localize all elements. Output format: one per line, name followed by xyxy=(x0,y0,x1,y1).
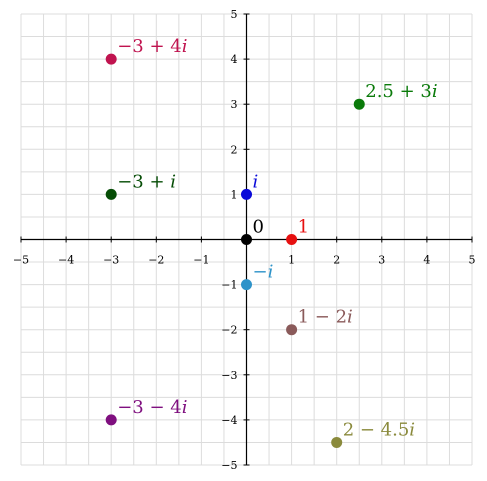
data-point xyxy=(241,234,252,245)
data-point xyxy=(105,53,117,65)
data-points xyxy=(105,53,365,448)
x-tick-label: −1 xyxy=(193,254,209,267)
data-label: 2.5 + 3i xyxy=(365,81,437,102)
data-label: 1 − 2i xyxy=(298,307,353,328)
y-tick-label: −3 xyxy=(221,369,237,382)
y-tick-label: −5 xyxy=(221,459,237,472)
data-labels: −3 + 4i 2.5 + 3i −3 + i i 0 1 −i 1 − 2i −3 − 4i 2… xyxy=(117,36,437,440)
data-point xyxy=(105,414,117,426)
x-tick-label: 4 xyxy=(423,254,430,267)
x-tick-label: −2 xyxy=(148,254,164,267)
data-point xyxy=(241,188,252,200)
y-tick-label: −2 xyxy=(221,324,237,337)
data-label: i xyxy=(253,171,259,192)
data-label: −i xyxy=(253,262,274,283)
y-tick-label: 4 xyxy=(231,53,238,66)
y-tick-label: 1 xyxy=(231,188,238,201)
y-tick-label: 5 xyxy=(231,8,238,21)
x-tick-label: −5 xyxy=(13,254,29,267)
data-point xyxy=(331,436,343,448)
data-label: 1 xyxy=(298,217,309,238)
x-tick-label: 3 xyxy=(378,254,385,267)
data-point xyxy=(353,98,365,110)
x-tick-label: 1 xyxy=(288,254,295,267)
data-label: 2 − 4.5i xyxy=(343,419,415,440)
data-point xyxy=(241,279,252,291)
data-label: 0 xyxy=(253,217,264,238)
data-point xyxy=(286,324,298,336)
data-point xyxy=(286,234,298,245)
y-tick-label: 2 xyxy=(231,143,238,156)
data-point xyxy=(105,188,117,200)
x-tick-label: −3 xyxy=(103,254,119,267)
y-tick-label: −1 xyxy=(221,279,237,292)
tick-labels: −5 −4 −3 −2 −1 1 2 3 4 5 −5 −4 −3 −2 −1 1 2 3 4 5 xyxy=(13,8,476,472)
data-label: −3 − 4i xyxy=(117,397,187,418)
x-tick-label: 5 xyxy=(469,254,476,267)
x-tick-label: 2 xyxy=(333,254,340,267)
y-tick-label: −4 xyxy=(221,414,237,427)
x-tick-label: −4 xyxy=(58,254,74,267)
y-tick-label: 3 xyxy=(231,98,238,111)
data-label: −3 + i xyxy=(117,171,176,192)
data-label: −3 + 4i xyxy=(117,36,187,57)
